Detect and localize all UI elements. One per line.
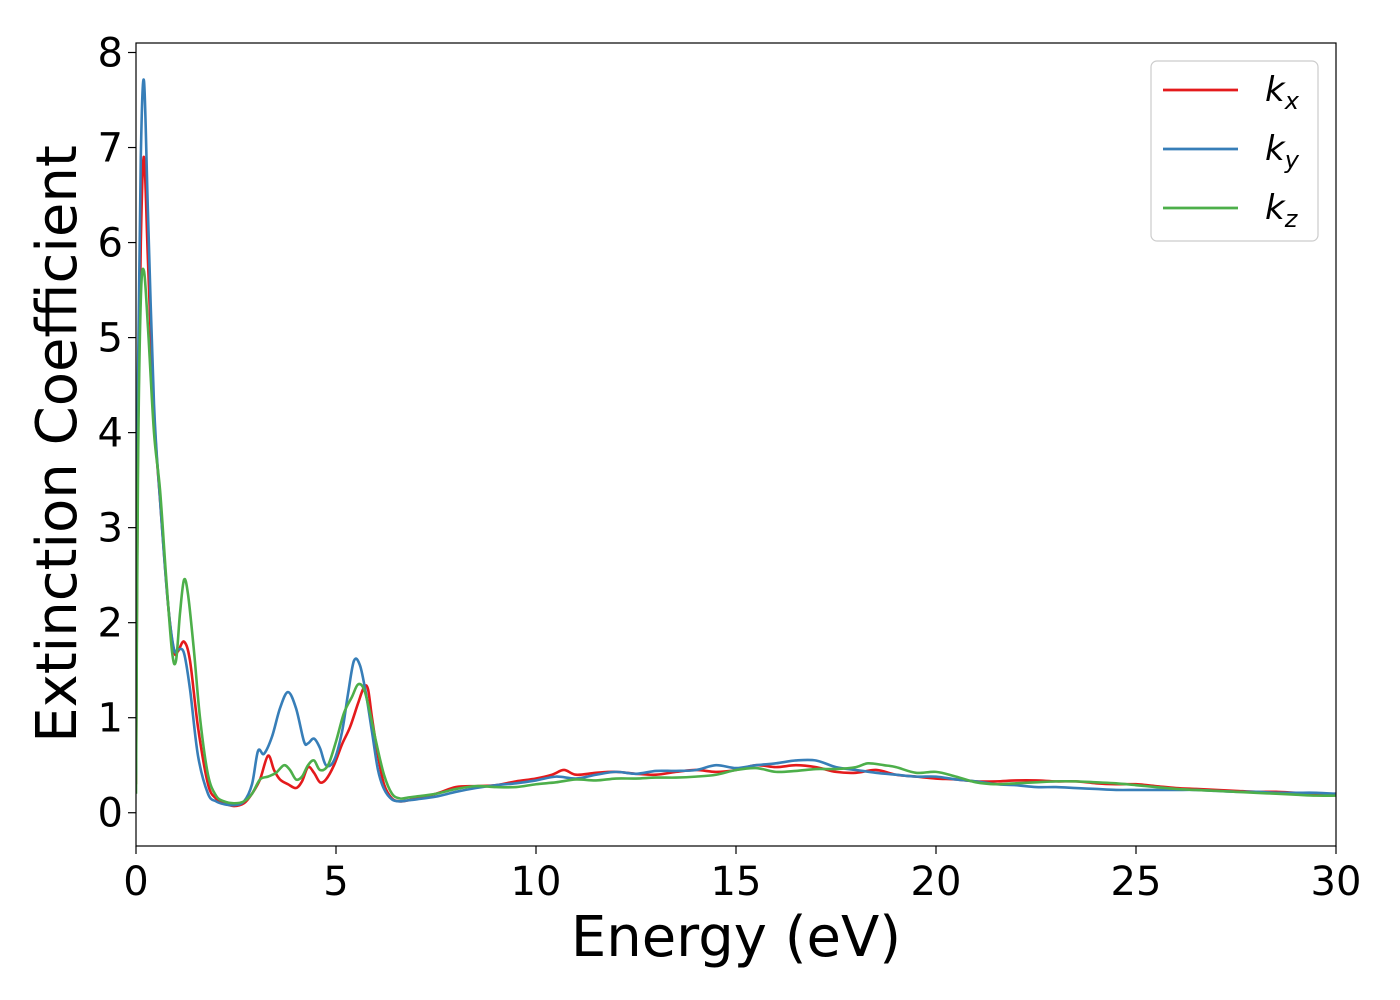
y-tick-label: 5 bbox=[98, 316, 123, 362]
series-layer bbox=[136, 78, 1336, 808]
y-tick-label: 4 bbox=[98, 411, 123, 457]
x-tick-label: 30 bbox=[1311, 859, 1362, 905]
y-tick-label: 0 bbox=[98, 791, 123, 837]
x-tick-label: 5 bbox=[323, 859, 348, 905]
legend-entries: kx ky kz bbox=[1163, 70, 1300, 233]
y-tick-label: 6 bbox=[98, 221, 123, 267]
legend-label-z: kz bbox=[1265, 188, 1299, 233]
y-tick-label: 8 bbox=[98, 31, 123, 77]
y-axis-ticks: 0 1 2 3 4 5 6 7 8 bbox=[98, 31, 136, 837]
y-tick-label: 2 bbox=[98, 601, 123, 647]
legend-label-x: kx bbox=[1265, 70, 1300, 115]
x-axis-title: Energy (eV) bbox=[571, 905, 901, 970]
y-tick-label: 3 bbox=[98, 506, 123, 552]
x-tick-label: 10 bbox=[511, 859, 562, 905]
legend: kx ky kz bbox=[1150, 60, 1319, 242]
legend-box bbox=[1150, 60, 1319, 242]
x-axis-ticks: 0 5 10 15 20 25 30 bbox=[123, 846, 1361, 905]
series-line-z bbox=[136, 267, 1336, 805]
legend-label-y: ky bbox=[1265, 129, 1300, 174]
x-tick-label: 25 bbox=[1111, 859, 1162, 905]
x-tick-label: 0 bbox=[123, 859, 148, 905]
y-tick-label: 7 bbox=[98, 126, 123, 172]
y-axis-title: Extinction Coefficient bbox=[25, 145, 90, 743]
x-tick-label: 15 bbox=[711, 859, 762, 905]
series-line-y bbox=[136, 78, 1336, 807]
y-tick-label: 1 bbox=[98, 696, 123, 742]
x-tick-label: 20 bbox=[911, 859, 962, 905]
